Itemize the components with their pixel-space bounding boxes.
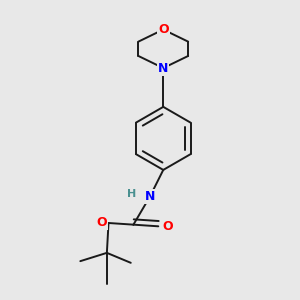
Text: O: O [96, 217, 106, 230]
Text: N: N [145, 190, 155, 203]
Text: O: O [158, 23, 169, 36]
Text: N: N [158, 61, 169, 74]
Text: O: O [162, 220, 173, 233]
Text: H: H [127, 189, 136, 199]
